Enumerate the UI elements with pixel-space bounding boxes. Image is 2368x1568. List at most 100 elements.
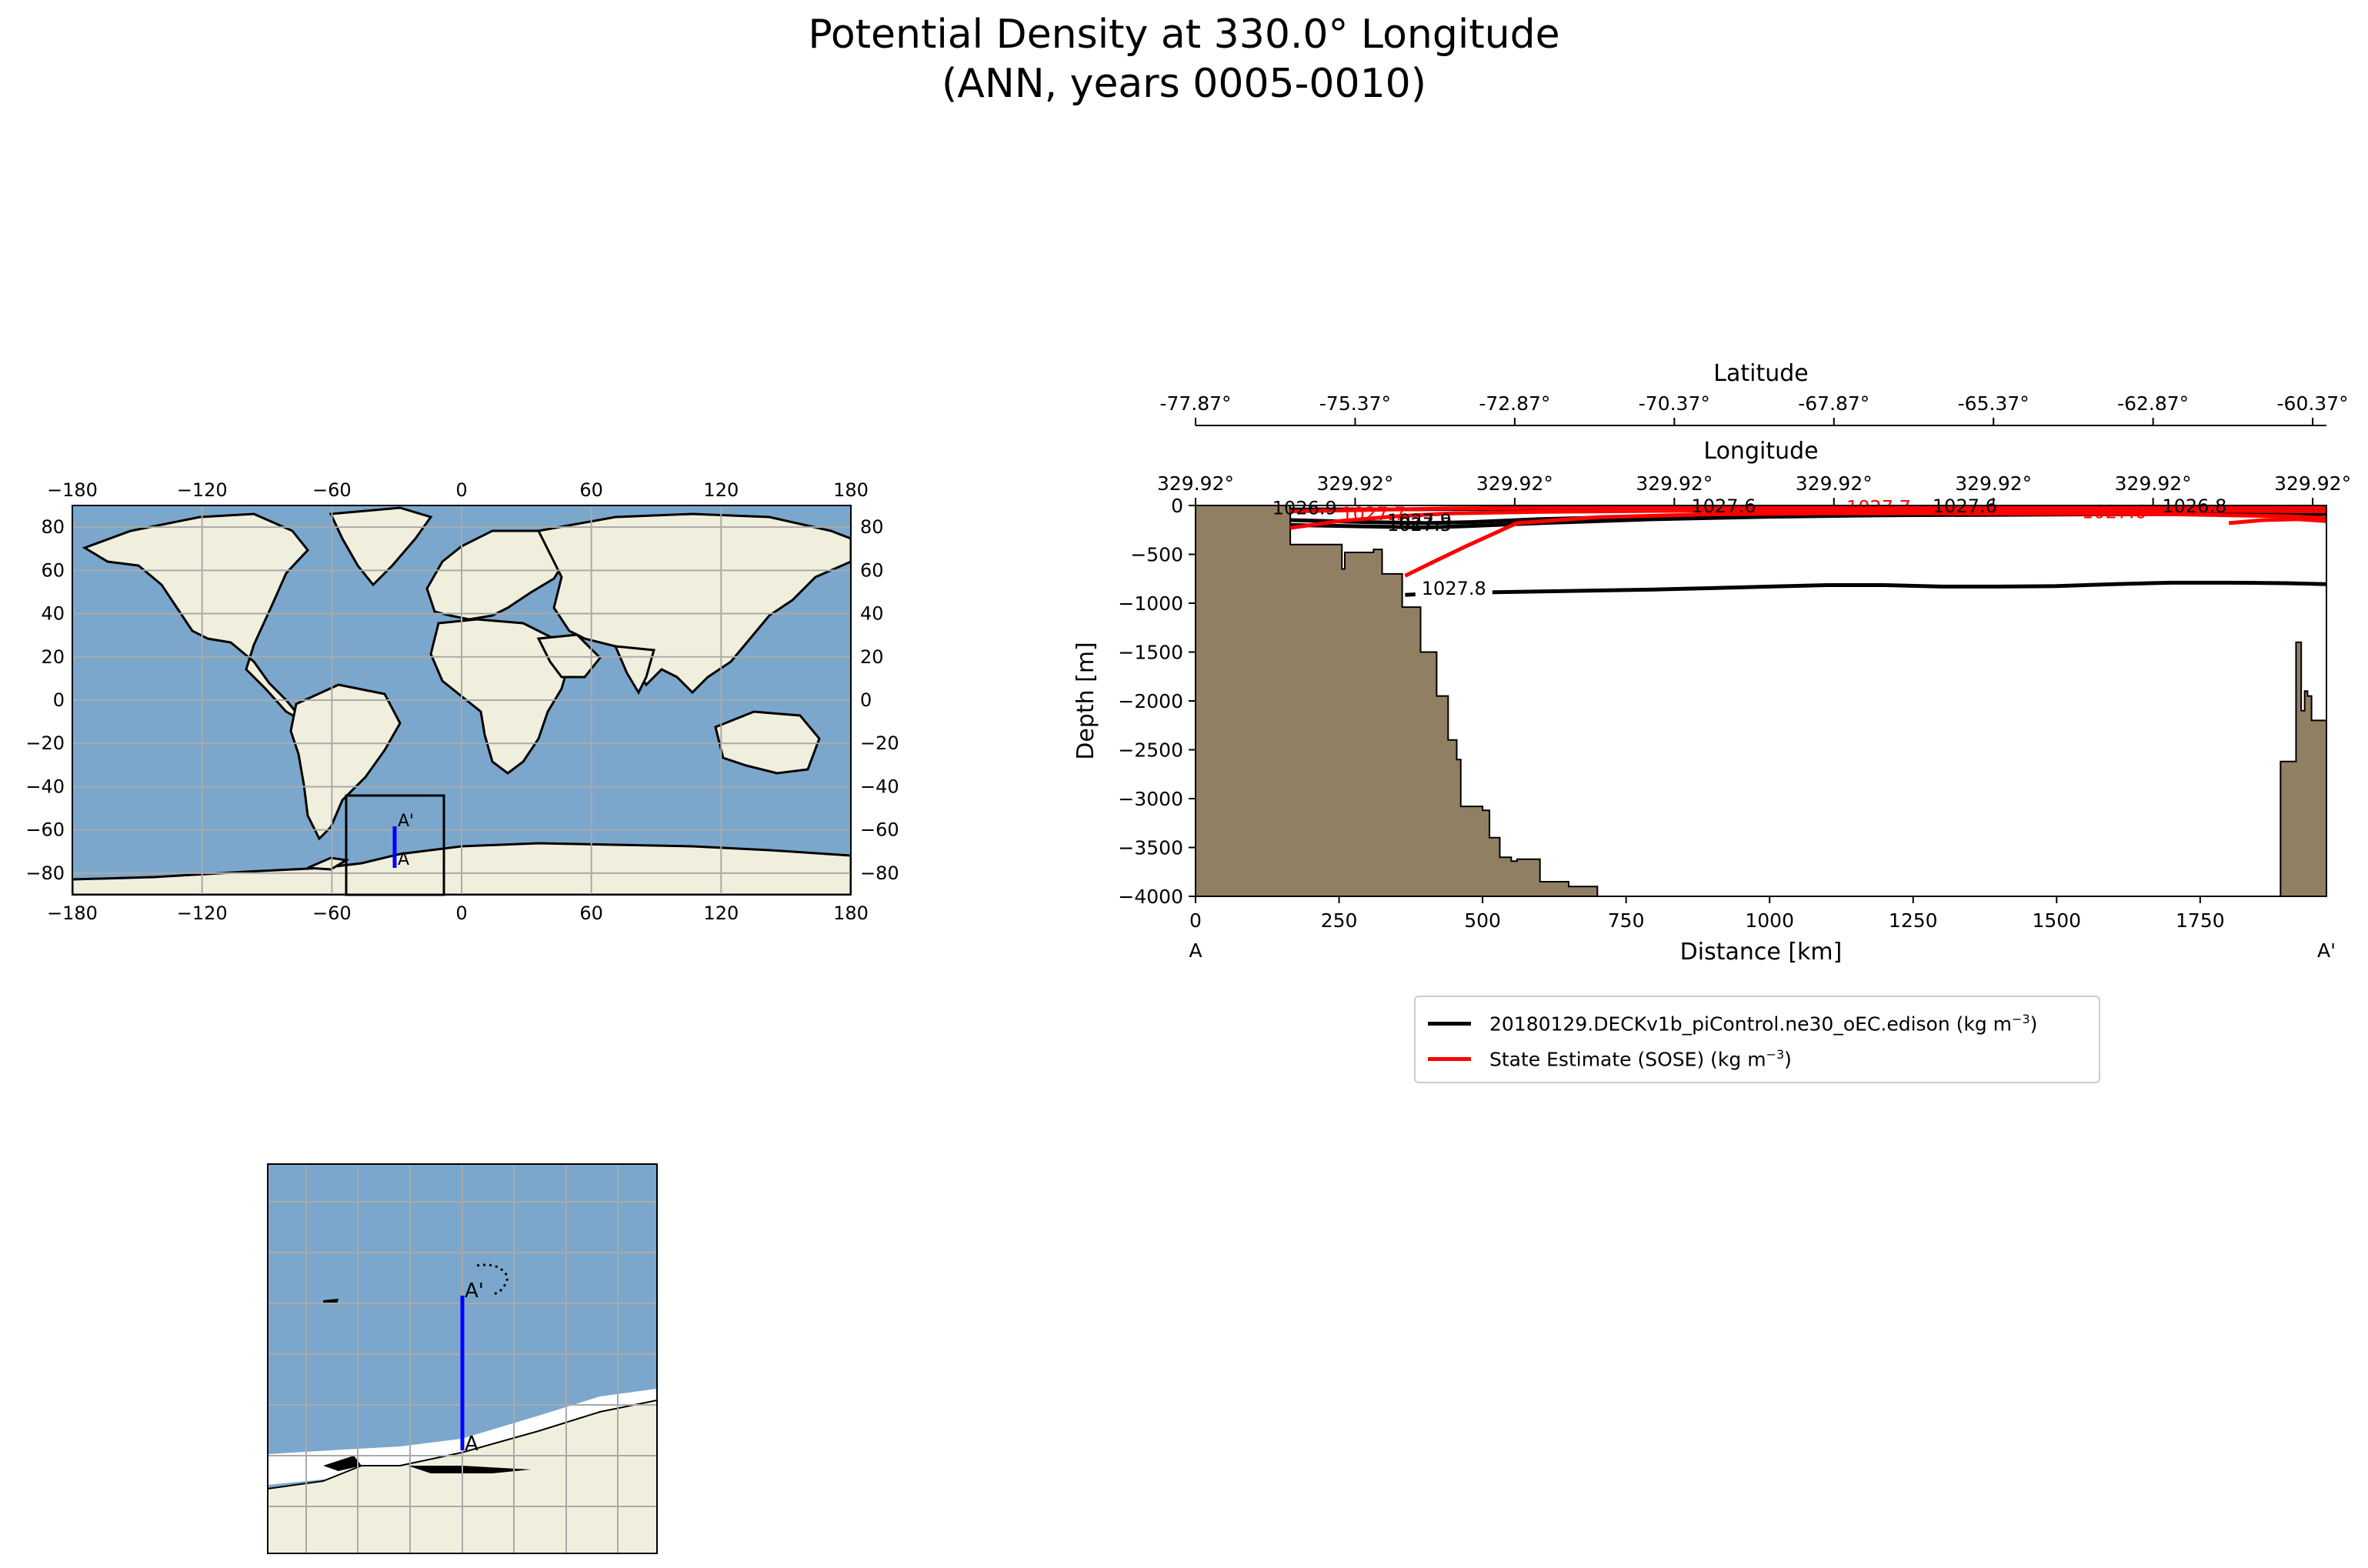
asia-landmass <box>536 512 851 695</box>
world-lon-tick-bottom: 0 <box>455 902 467 924</box>
world-map-tick-labels: −180 −180 −120 −120 −60 −60 0 0 60 60 120 120 180 180… <box>25 479 899 924</box>
y-tick-label: −1500 <box>1118 642 1183 664</box>
world-lon-tick-bottom: 60 <box>579 902 603 924</box>
world-point-b-label: A' <box>398 812 414 831</box>
latitude-axis-ticks: -77.87° -75.37° -72.87° -70.37° -67.87° -65.3… <box>1159 392 2349 425</box>
y-tick-label: −500 <box>1130 544 1183 566</box>
australia-landmass <box>714 710 821 775</box>
world-lat-tick-right: −20 <box>860 732 899 754</box>
x-tick-label: 1000 <box>1745 909 1794 932</box>
legend-label-obs: State Estimate (SOSE) (kg m−3) <box>1489 1046 1792 1071</box>
world-lat-tick-right: 80 <box>860 516 884 538</box>
chart-legend: 20180129.DECKv1b_piControl.ne30_oEC.edis… <box>1414 996 2100 1083</box>
obs-contour-line <box>1289 508 2326 530</box>
model-contour-label: 1027.6 <box>1933 495 1997 517</box>
section-end-label: A' <box>2317 939 2336 962</box>
longitude-tick-label: 329.92° <box>1636 472 1713 495</box>
x-tick-label: 750 <box>1608 909 1645 932</box>
y-tick-label: −2000 <box>1118 690 1183 712</box>
x-tick-label: 0 <box>1189 909 1202 932</box>
world-lat-tick-right: −80 <box>860 862 899 884</box>
world-map: A' A −180 −180 −120 −120 −60 −60 0 0 60 60 120 120 1… <box>25 479 899 924</box>
world-point-a-label: A <box>398 850 409 869</box>
obs-contour-label: 1027.6 <box>2082 502 2146 523</box>
world-lon-tick-bottom: 120 <box>703 902 739 924</box>
africa-landmass <box>429 618 571 775</box>
world-lon-tick-bottom: −60 <box>312 902 352 924</box>
obs-contour-label: 1027.7 <box>1341 503 1406 525</box>
contour-series <box>1289 505 2326 597</box>
obs-contour-label: 1027.7 <box>1846 496 1911 518</box>
obs-contour-line <box>1404 511 2326 578</box>
x-axis-label: Distance [km] <box>1680 939 1843 966</box>
arabia-landmass <box>536 633 602 679</box>
world-lat-tick-right: 0 <box>860 689 872 711</box>
inset-point-a-label: A <box>465 1433 479 1456</box>
world-lat-tick-left: 20 <box>41 646 65 668</box>
longitude-tick-label: 329.92° <box>1476 472 1553 495</box>
legend-entry-obs: State Estimate (SOSE) (kg m−3) <box>1416 1043 1792 1074</box>
bathymetry-polygon <box>1196 505 2326 896</box>
model-contour-label: 1026.9 <box>1272 498 1337 519</box>
inset-map: A' A <box>267 1163 658 1554</box>
world-map-gridlines <box>72 505 851 895</box>
world-lat-tick-right: 20 <box>860 646 884 668</box>
latitude-tick-label: -77.87° <box>1159 392 1231 415</box>
y-tick-label: −4000 <box>1118 886 1183 908</box>
model-contour-label: 1027.8 <box>1422 578 1486 599</box>
world-lon-tick-bottom: −180 <box>47 902 98 924</box>
world-lon-tick-top: 60 <box>579 479 603 501</box>
inset-ice-shelf <box>268 1389 657 1485</box>
latitude-tick-label: -70.37° <box>1639 392 1710 415</box>
bathymetry-area <box>1196 505 2326 896</box>
world-lon-tick-top: 180 <box>833 479 869 501</box>
inset-island <box>323 1456 362 1471</box>
longitude-tick-label: 329.92° <box>2274 472 2351 495</box>
world-map-frame <box>72 505 852 896</box>
world-lat-tick-right: −60 <box>860 819 899 841</box>
latitude-tick-label: -72.87° <box>1479 392 1550 415</box>
longitude-tick-label: 329.92° <box>1955 472 2032 495</box>
model-contour-label: 1027.6 <box>1692 495 1756 517</box>
longitude-axis-label: Longitude <box>1703 438 1818 465</box>
world-lon-tick-bottom: −120 <box>177 902 228 924</box>
longitude-tick-label: 329.92° <box>1796 472 1873 495</box>
model-contour-label: 1027.5 <box>1387 514 1452 535</box>
y-tick-label: −3500 <box>1118 837 1183 859</box>
obs-contour-line <box>1290 505 2326 514</box>
obs-contour-line <box>2228 517 2326 525</box>
world-lon-tick-top: 120 <box>703 479 739 501</box>
south-america-landmass <box>289 683 402 841</box>
europe-landmass <box>425 529 572 621</box>
legend-swatch-obs <box>1428 1056 1471 1061</box>
y-tick-label: 0 <box>1171 495 1183 517</box>
x-tick-label: 1250 <box>1889 909 1938 932</box>
model-contour-label: 1027.9 <box>1387 510 1452 532</box>
figure-title-line-1: Potential Density at 330.0° Longitude <box>808 12 1560 58</box>
inset-map-gridlines <box>268 1164 657 1553</box>
x-tick-label: 1500 <box>2032 909 2081 932</box>
model-contour-label: 1026.8 <box>2162 495 2226 517</box>
latitude-tick-label: -67.87° <box>1798 392 1869 415</box>
world-lat-tick-left: 0 <box>53 689 65 711</box>
longitude-tick-label: 329.92° <box>1316 472 1393 495</box>
world-lat-tick-left: 80 <box>41 516 65 538</box>
world-lat-tick-left: 60 <box>41 559 65 581</box>
latitude-tick-label: -75.37° <box>1319 392 1391 415</box>
y-tick-label: −1000 <box>1118 592 1183 615</box>
world-lat-tick-left: −20 <box>25 732 65 754</box>
world-lon-tick-top: 0 <box>455 479 467 501</box>
world-lon-tick-top: −120 <box>177 479 228 501</box>
figure-title-line-2: (ANN, years 0005-0010) <box>941 61 1427 107</box>
y-tick-label: −3000 <box>1118 788 1183 810</box>
y-tick-label: −2500 <box>1118 739 1183 762</box>
longitude-tick-label: 329.92° <box>2115 472 2192 495</box>
world-lon-tick-top: −60 <box>312 479 352 501</box>
inset-ice-tongue <box>408 1466 531 1473</box>
longitude-tick-label: 329.92° <box>1157 472 1234 495</box>
model-contour-line <box>1405 580 2326 597</box>
world-lon-tick-bottom: 180 <box>833 902 869 924</box>
